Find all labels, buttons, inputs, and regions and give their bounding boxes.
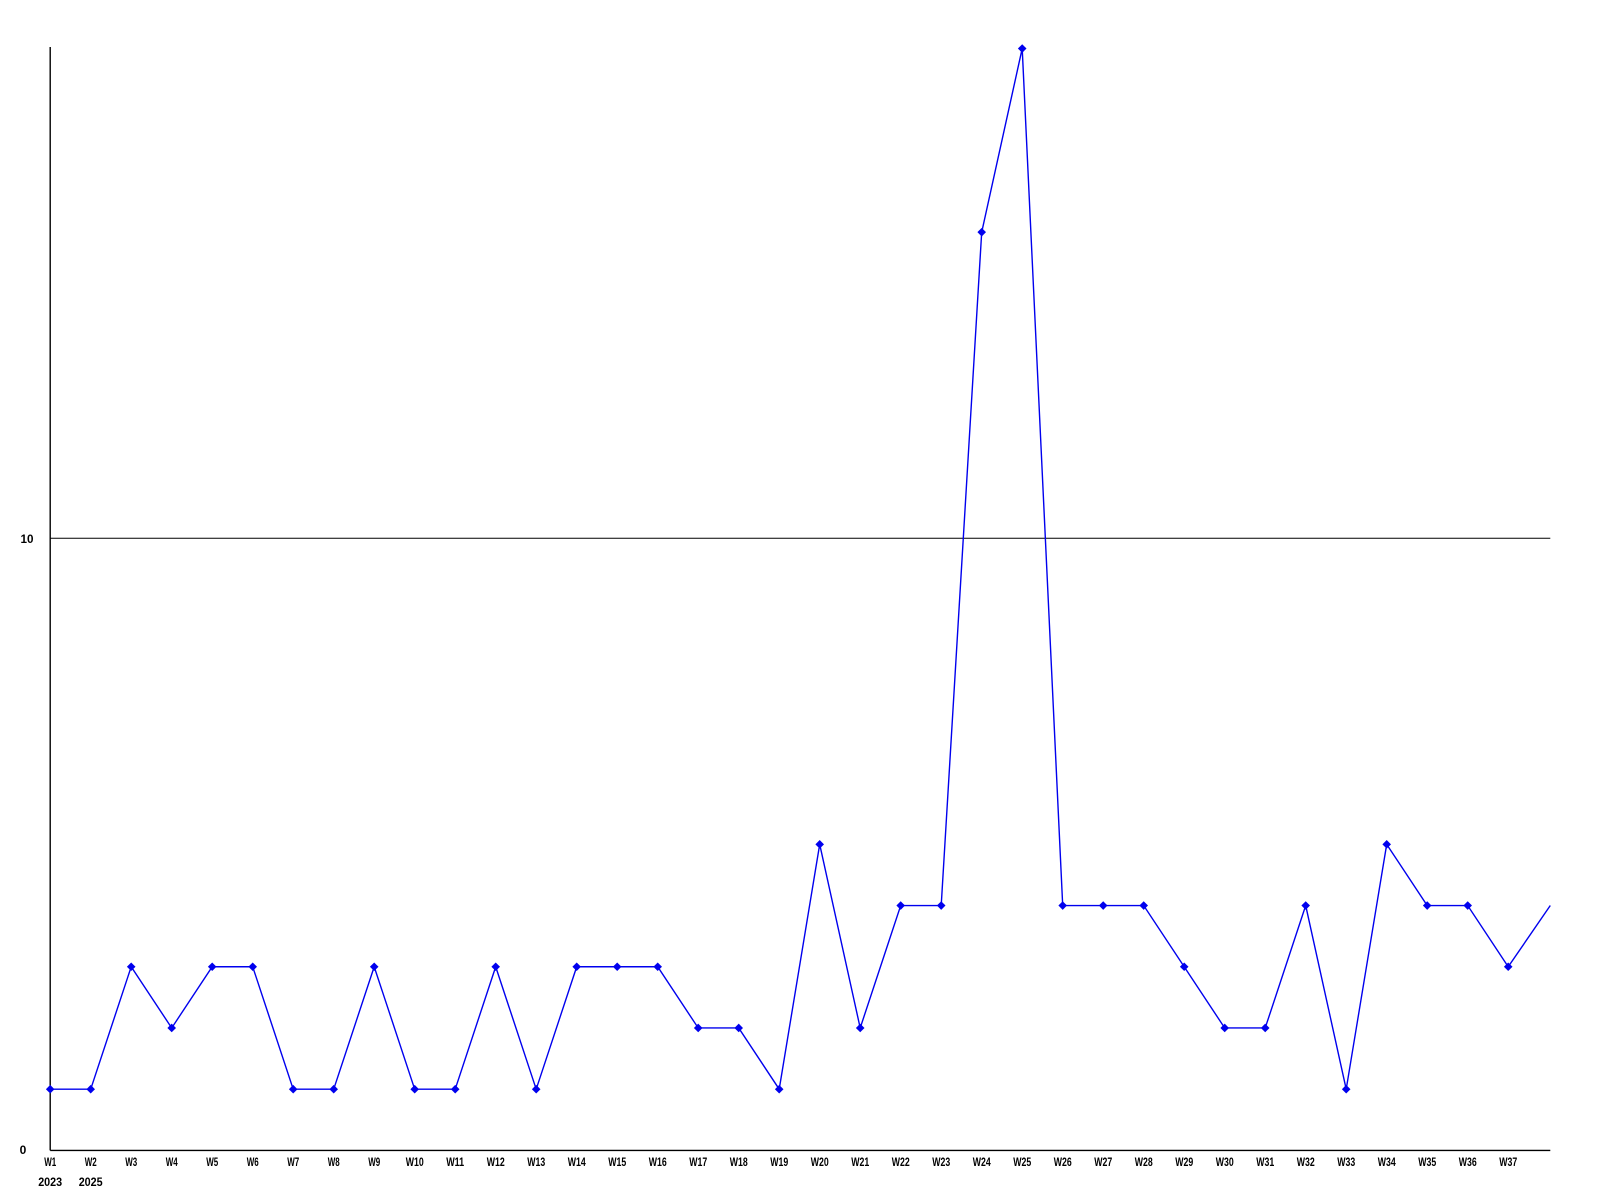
svg-text:W30: W30 [1216,1157,1234,1169]
svg-text:W34: W34 [1378,1157,1396,1169]
svg-text:W1: W1 [44,1157,56,1169]
svg-text:W17: W17 [689,1157,707,1169]
svg-text:W7: W7 [287,1157,299,1169]
svg-text:W23: W23 [932,1157,950,1169]
svg-text:W36: W36 [1459,1157,1477,1169]
svg-text:2025: 2025 [79,1177,104,1189]
svg-text:W16: W16 [649,1157,667,1169]
svg-text:W26: W26 [1054,1157,1072,1169]
svg-text:10: 10 [21,532,34,546]
svg-text:W8: W8 [328,1157,340,1169]
svg-text:W24: W24 [973,1157,991,1169]
svg-text:W18: W18 [730,1157,748,1169]
svg-text:W37: W37 [1499,1157,1517,1169]
svg-text:W12: W12 [487,1157,505,1169]
svg-text:W19: W19 [770,1157,788,1169]
svg-text:0: 0 [20,1143,27,1157]
svg-text:W28: W28 [1135,1157,1153,1169]
svg-text:W2: W2 [85,1157,97,1169]
svg-text:W10: W10 [406,1157,424,1169]
svg-text:W22: W22 [892,1157,910,1169]
svg-text:W13: W13 [527,1157,545,1169]
svg-text:W3: W3 [125,1157,137,1169]
svg-text:W32: W32 [1297,1157,1315,1169]
svg-text:W35: W35 [1418,1157,1436,1169]
svg-text:W11: W11 [446,1157,464,1169]
svg-text:W25: W25 [1013,1157,1031,1169]
svg-text:2023: 2023 [38,1177,62,1189]
svg-text:W9: W9 [368,1157,380,1169]
svg-text:W33: W33 [1337,1157,1355,1169]
svg-text:W29: W29 [1175,1157,1193,1169]
svg-text:W31: W31 [1256,1157,1274,1169]
svg-text:W5: W5 [206,1157,218,1169]
svg-text:W15: W15 [608,1157,626,1169]
svg-text:W14: W14 [568,1157,586,1169]
svg-text:W4: W4 [166,1157,178,1169]
svg-text:W6: W6 [247,1157,259,1169]
svg-text:W20: W20 [811,1157,829,1169]
svg-text:W21: W21 [851,1157,869,1169]
svg-text:W27: W27 [1094,1157,1112,1169]
